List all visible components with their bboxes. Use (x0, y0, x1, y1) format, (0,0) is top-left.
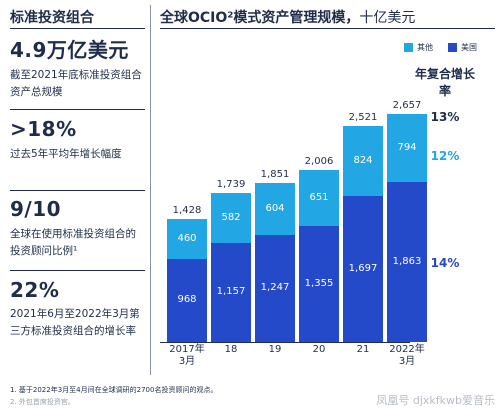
bar-total-label: 2,657 (392, 100, 422, 111)
legend-label-us: 美国 (461, 43, 477, 52)
cagr-total: 13% (430, 110, 460, 124)
x-tick-label: 2017年 3月 (169, 344, 205, 367)
bar-other-value-label: 460 (177, 233, 197, 245)
stat-value-ratio: 9/10 (10, 197, 62, 221)
footnote-1: 1. 基于2022年3月至4月间在全球调研的2700名投资顾问的观点。 (10, 386, 218, 394)
bar-us-value-label: 1,863 (392, 256, 422, 268)
bar-other-5: 794 (387, 114, 427, 183)
panel-divider (150, 5, 151, 375)
bar-other-value-label: 582 (221, 211, 241, 223)
x-tick-label: 18 (224, 344, 238, 355)
x-tick-label: 2022年 3月 (389, 344, 425, 367)
stat-desc-growth: 过去5年平均年增长幅度 (10, 148, 122, 160)
bar-us-value-label: 1,355 (304, 277, 334, 289)
chart-title-main: 全球OCIO²模式资产管理规模， (160, 10, 360, 26)
bar-other-1: 582 (211, 192, 251, 243)
left-panel: 标准投资组合 4.9万亿美元 截至2021年底标准投资组合资产总规模 >18% … (0, 0, 146, 380)
bar-other-value-label: 604 (265, 203, 285, 215)
x-tick-label: 20 (312, 344, 326, 355)
bar-us-3: 1,355 (299, 225, 339, 342)
cagr-us: 14% (430, 256, 460, 270)
legend-swatch-other (404, 43, 413, 52)
chart-title: 全球OCIO²模式资产管理规模，十亿美元 (160, 7, 415, 27)
stat-value-third-party: 22% (10, 278, 60, 302)
stat-divider (10, 109, 145, 110)
bar-total-label: 1,851 (260, 169, 290, 181)
bar-us-0: 968 (167, 258, 207, 342)
chart-title-rule (160, 28, 495, 29)
left-title-rule (10, 28, 145, 29)
x-axis (160, 342, 410, 343)
bar-us-1: 1,157 (211, 242, 251, 342)
bar-us-4: 1,697 (343, 196, 383, 342)
bar-other-3: 651 (299, 169, 339, 226)
bar-total-label: 2,006 (304, 155, 334, 167)
bar-other-4: 824 (343, 125, 383, 197)
legend-item-other: 其他 (404, 42, 433, 53)
bar-total-label: 1,739 (216, 178, 246, 190)
bar-other-value-label: 651 (309, 191, 329, 203)
bar-other-2: 604 (255, 183, 295, 235)
bar-total-label: 1,428 (172, 205, 202, 217)
footnote-2: 2. 外包首席投资官。 (10, 398, 75, 406)
stat-divider (10, 270, 145, 271)
bar-us-5: 1,863 (387, 182, 427, 342)
stat-value-aum: 4.9万亿美元 (10, 38, 129, 62)
stat-value-growth: >18% (10, 117, 77, 141)
bar-us-2: 1,247 (255, 234, 295, 342)
legend-swatch-us (448, 43, 457, 52)
bar-us-value-label: 1,247 (260, 282, 290, 294)
cagr-header: 年复合增长率 (415, 67, 476, 98)
stat-desc-third-party: 2021年6月至2022年3月第三方标准投资组合的增长率 (10, 308, 140, 337)
left-panel-title: 标准投资组合 (10, 10, 94, 26)
bar-us-value-label: 968 (177, 294, 197, 306)
watermark: 凤凰号 djxkfkwb爱音乐 (376, 394, 495, 407)
bar-total-label: 2,521 (348, 111, 378, 123)
legend-item-us: 美国 (448, 42, 477, 53)
cagr-other: 12% (430, 149, 460, 163)
stat-divider (10, 190, 145, 191)
bar-us-value-label: 1,697 (348, 263, 378, 275)
chart-title-unit: 十亿美元 (359, 10, 416, 26)
bar-other-value-label: 824 (353, 155, 373, 166)
bar-other-0: 460 (167, 219, 207, 259)
stat-desc-aum: 截至2021年底标准投资组合资产总规模 (10, 69, 142, 98)
bar-us-value-label: 1,157 (216, 286, 246, 298)
x-tick-label: 19 (268, 344, 282, 355)
stat-desc-ratio: 全球在使用标准投资组合的投资顾问比例¹ (10, 228, 136, 257)
x-tick-label: 21 (356, 344, 370, 355)
bar-other-value-label: 794 (397, 142, 417, 154)
legend-label-other: 其他 (417, 43, 433, 52)
